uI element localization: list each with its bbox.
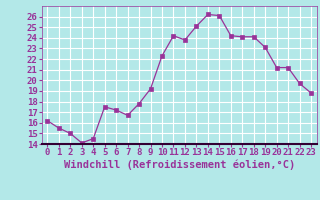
X-axis label: Windchill (Refroidissement éolien,°C): Windchill (Refroidissement éolien,°C) [64,160,295,170]
